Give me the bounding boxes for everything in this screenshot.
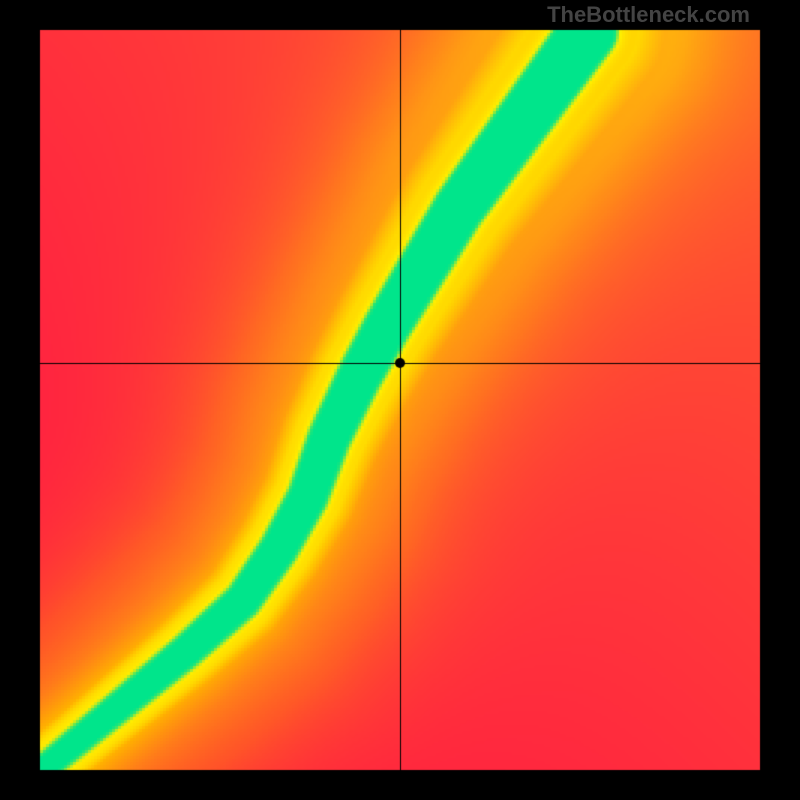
chart-container: TheBottleneck.com [0,0,800,800]
bottleneck-heatmap-canvas [0,0,800,800]
watermark-text: TheBottleneck.com [547,2,750,28]
